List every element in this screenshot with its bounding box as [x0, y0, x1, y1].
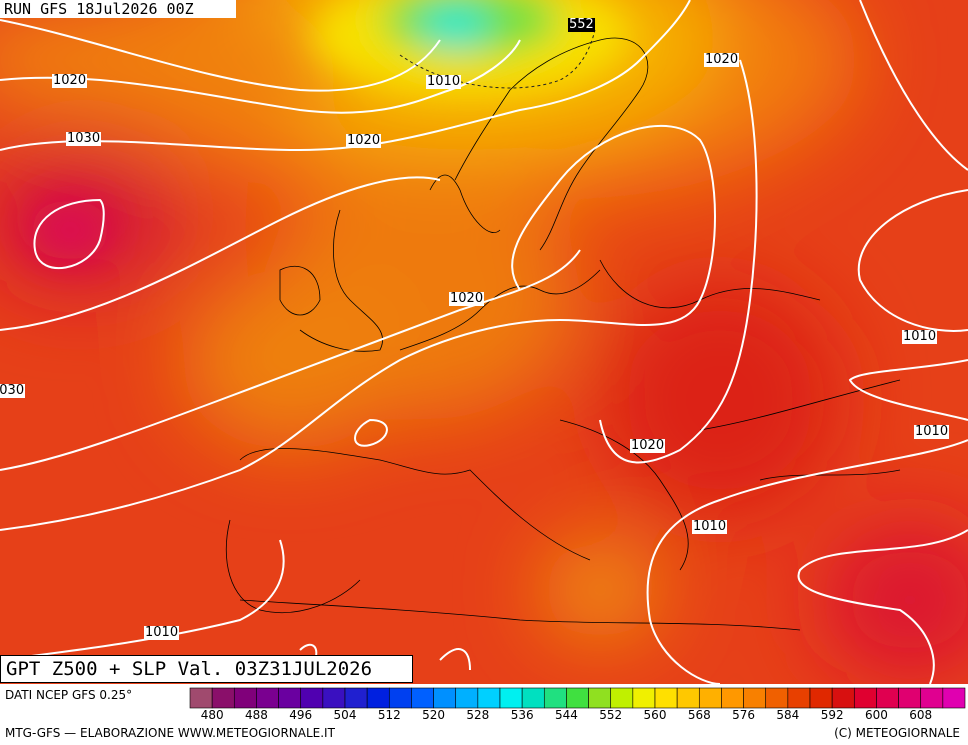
colorbar-tick-label: 504 — [334, 708, 357, 722]
colorbar-swatch — [344, 687, 368, 709]
credit-right: (C) METEOGIORNALE — [834, 726, 960, 740]
colorbar-swatch — [433, 687, 457, 709]
colorbar-tick-label: 512 — [378, 708, 401, 722]
colorbar-tick-label: 544 — [555, 708, 578, 722]
isobar-label: 1020 — [630, 438, 666, 453]
colorbar-tick-label: 568 — [688, 708, 711, 722]
colorbar-tick-label: 528 — [466, 708, 489, 722]
colorbar-swatch — [765, 687, 789, 709]
colorbar-swatch — [853, 687, 877, 709]
isobar-label: 1020 — [346, 133, 382, 148]
colorbar-swatch — [211, 687, 235, 709]
colorbar-swatch — [809, 687, 833, 709]
colorbar-swatch — [278, 687, 302, 709]
colorbar-swatch — [388, 687, 412, 709]
isobar-label: 1030 — [66, 131, 102, 146]
isobar-label: 1010 — [902, 329, 938, 344]
colorbar-swatch — [920, 687, 944, 709]
isobar-label: 1020 — [449, 291, 485, 306]
colorbar-tick-label: 496 — [289, 708, 312, 722]
colorbar-swatch — [521, 687, 545, 709]
colorbar-swatch — [942, 687, 966, 709]
contour-552 — [399, 29, 596, 89]
colorbar-tick-label: 488 — [245, 708, 268, 722]
colorbar-swatch — [876, 687, 899, 709]
run-label: RUN GFS 18Jul2026 00Z — [0, 0, 236, 18]
colorbar-tick-label: 592 — [821, 708, 844, 722]
isobar-label: 1020 — [704, 52, 740, 67]
colorbar-swatch — [654, 687, 678, 709]
isobar-label: 1010 — [144, 625, 180, 640]
colorbar-swatch — [676, 687, 700, 709]
colorbar-swatch — [411, 687, 434, 709]
isobar-label: 1010 — [426, 74, 462, 89]
colorbar-tick-label: 552 — [599, 708, 622, 722]
weather-map — [0, 0, 968, 684]
contour-label: 552 — [568, 17, 595, 32]
colorbar-tick-label: 480 — [201, 708, 224, 722]
colorbar-swatch — [831, 687, 855, 709]
colorbar-swatch — [566, 687, 589, 709]
colorbar-swatch — [632, 687, 656, 709]
colorbar-tick-label: 536 — [511, 708, 534, 722]
colorbar-swatch — [300, 687, 324, 709]
isobar-label: 1010 — [692, 519, 728, 534]
colorbar-swatch — [366, 687, 390, 709]
colorbar-swatch — [743, 687, 767, 709]
data-source: DATI NCEP GFS 0.25° — [5, 688, 133, 702]
colorbar-tick-label: 600 — [865, 708, 888, 722]
isobar-label: 1010 — [914, 424, 950, 439]
colorbar-tick-label: 584 — [776, 708, 799, 722]
colorbar-tick-label: 560 — [644, 708, 667, 722]
isobar-label: 1030 — [0, 384, 26, 398]
colorbar-swatch — [610, 687, 634, 709]
colorbar-tick-label: 608 — [909, 708, 932, 722]
colorbar-swatch — [189, 687, 213, 709]
colorbar-swatch — [499, 687, 523, 709]
colorbar-swatch — [256, 687, 279, 709]
map-title: GPT Z500 + SLP Val. 03Z31JUL2026 — [0, 655, 413, 683]
colorbar-swatch — [698, 687, 722, 709]
credit-left: MTG-GFS — ELABORAZIONE WWW.METEOGIORNALE… — [5, 726, 335, 740]
colorbar-swatch — [455, 687, 479, 709]
colorbar-swatch — [898, 687, 922, 709]
isobar-label: 1020 — [52, 73, 88, 88]
colorbar-swatch — [543, 687, 567, 709]
colorbar-swatch — [477, 687, 501, 709]
colorbar-swatch — [721, 687, 744, 709]
coastlines — [225, 37, 901, 631]
colorbar-tick-label: 576 — [732, 708, 755, 722]
colorbar-swatch — [588, 687, 612, 709]
isobars — [0, 0, 968, 684]
colorbar-swatch — [787, 687, 811, 709]
colorbar-swatch — [233, 687, 257, 709]
colorbar: 480 488 496 504 512 520 528 536 544 552 560 568 576 5… — [189, 687, 966, 722]
colorbar-swatch — [322, 687, 346, 709]
colorbar-tick-label: 520 — [422, 708, 445, 722]
